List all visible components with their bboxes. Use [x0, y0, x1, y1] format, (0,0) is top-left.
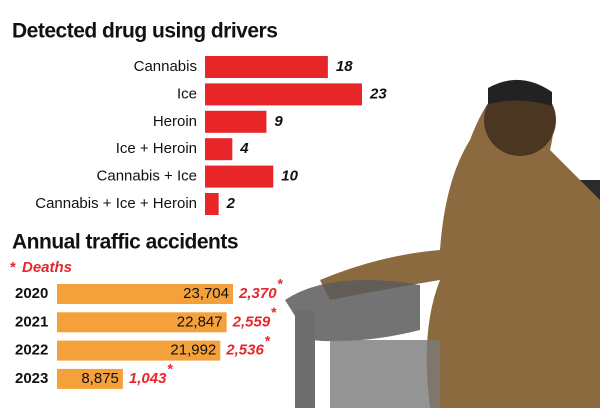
value-label: 21,992	[170, 342, 216, 359]
category-label: 2021	[15, 313, 48, 330]
bar	[205, 83, 362, 106]
value-label: 23	[369, 85, 387, 102]
value-label: 18	[336, 58, 353, 75]
bar	[205, 165, 274, 188]
category-label: 2022	[15, 342, 48, 359]
deaths-label: 2,370	[238, 285, 277, 302]
category-label: Cannabis + Ice + Heroin	[35, 195, 197, 212]
category-label: Ice + Heroin	[116, 140, 197, 157]
deaths-marker: *	[271, 304, 277, 320]
deaths-label: 2,559	[232, 313, 271, 330]
value-label: 8,875	[81, 370, 119, 387]
bar	[205, 110, 267, 133]
driver-hair	[488, 79, 552, 106]
category-label: 2023	[15, 370, 48, 387]
bar	[57, 284, 233, 304]
chart-title: Detected drug using drivers	[12, 20, 277, 43]
bar	[205, 193, 219, 215]
gear-lever	[295, 310, 315, 408]
value-label: 2	[226, 195, 236, 212]
bar	[57, 340, 221, 361]
steering-wheel	[285, 280, 420, 342]
deaths-marker: *	[167, 361, 173, 377]
category-label: Cannabis	[134, 58, 197, 75]
value-label: 9	[274, 113, 283, 130]
bar	[57, 368, 123, 389]
chart-title: Annual traffic accidents	[12, 231, 238, 254]
bar	[57, 312, 227, 333]
driver-body	[320, 81, 600, 408]
deaths-marker: *	[265, 332, 271, 348]
value-label: 4	[239, 140, 249, 157]
category-label: Heroin	[153, 113, 197, 130]
category-label: 2020	[15, 285, 48, 302]
legend-label: Deaths	[22, 259, 72, 276]
background-photo	[285, 79, 600, 408]
category-label: Cannabis + Ice	[97, 168, 197, 185]
value-label: 23,704	[183, 285, 229, 302]
bar	[205, 138, 233, 161]
deaths-label: 2,536	[225, 342, 264, 359]
deaths-marker: *	[278, 276, 284, 292]
category-label: Ice	[177, 85, 197, 102]
value-label: 10	[281, 168, 298, 185]
deaths-label: 1,043	[129, 370, 167, 387]
dashboard	[330, 340, 440, 408]
bar	[205, 56, 328, 78]
legend-marker: *	[10, 259, 16, 276]
value-label: 22,847	[177, 313, 223, 330]
